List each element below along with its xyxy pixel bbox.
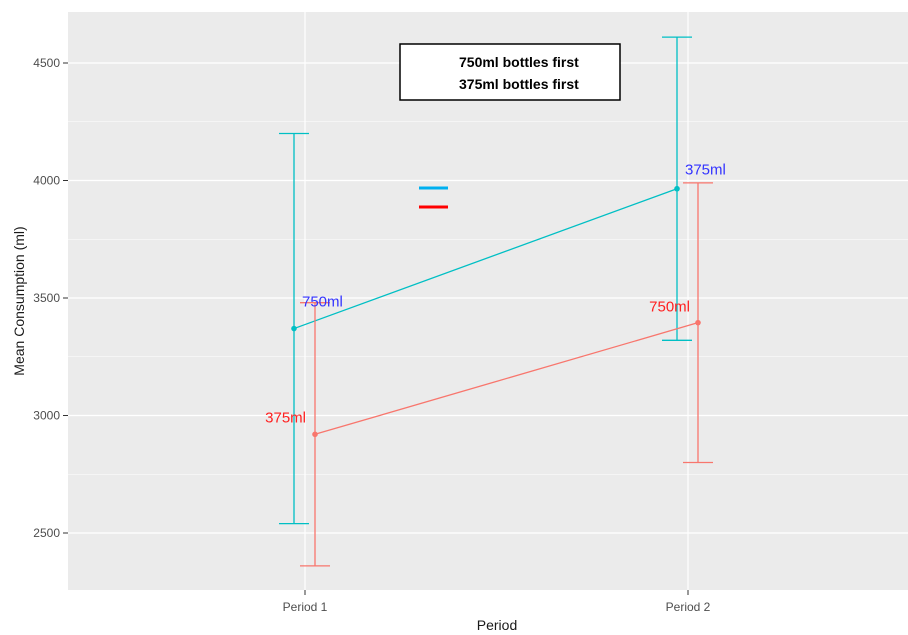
x-tick-label: Period 2	[666, 600, 711, 614]
point-labels: 750ml 375ml 375ml 750ml	[265, 162, 726, 427]
data-point-750ml-first	[291, 325, 297, 332]
point-label: 750ml	[302, 294, 343, 311]
legend-label-375ml-first: 375ml bottles first	[459, 76, 579, 92]
legend: 750ml bottles first 375ml bottles first	[399, 43, 621, 209]
y-axis: 2500 3000 3500 4000 4500	[33, 56, 68, 540]
x-axis-label: Period	[477, 617, 517, 633]
series-line-375ml-first	[314, 322, 699, 435]
series-group	[279, 36, 713, 567]
legend-label-750ml-first: 750ml bottles first	[459, 54, 579, 70]
panel-background	[68, 12, 908, 590]
y-tick-label: 2500	[33, 526, 60, 540]
legend-box	[399, 43, 621, 101]
y-tick-label: 3500	[33, 291, 60, 305]
y-tick-label: 4000	[33, 174, 60, 188]
series-line-750ml-first	[293, 188, 678, 330]
x-tick-label: Period 1	[283, 600, 328, 614]
x-axis: Period 1 Period 2	[283, 590, 711, 614]
point-label: 375ml	[265, 409, 306, 426]
data-point-750ml-first	[674, 185, 680, 192]
y-tick-label: 3000	[33, 409, 60, 423]
y-axis-label: Mean Consumption (ml)	[11, 226, 27, 375]
y-tick-label: 4500	[33, 56, 60, 70]
point-label: 750ml	[649, 299, 690, 316]
data-point-375ml-first	[695, 319, 701, 326]
grid	[68, 12, 908, 593]
data-point-375ml-first	[312, 431, 318, 438]
point-label: 375ml	[685, 162, 726, 179]
